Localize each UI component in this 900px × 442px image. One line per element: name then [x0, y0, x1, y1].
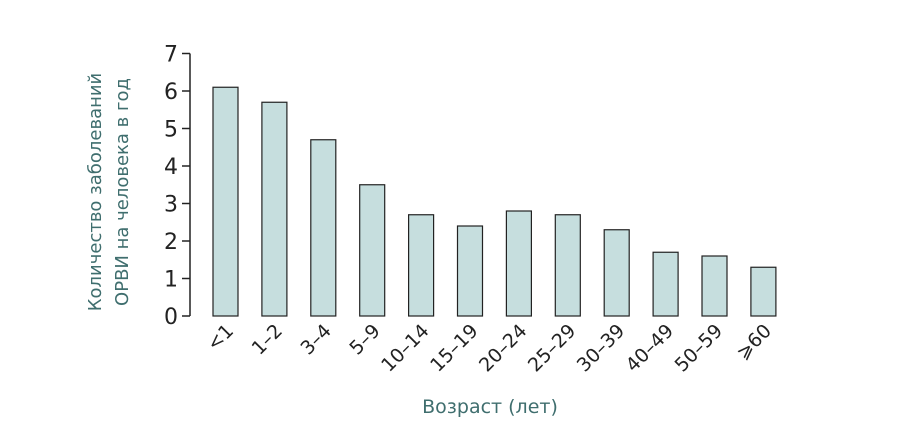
x-tick-label: 1–2	[248, 320, 287, 359]
y-axis-title-line-1: Количество заболеваний	[85, 72, 106, 312]
x-tick-label: 50–59	[671, 320, 727, 376]
x-tick-label: 30–39	[573, 320, 629, 376]
x-tick-label: 20–24	[475, 320, 531, 376]
bar	[603, 229, 630, 317]
y-tick-label: 1	[164, 268, 178, 293]
bar	[701, 255, 728, 317]
y-tick-label: 4	[164, 155, 178, 180]
bar	[261, 101, 288, 317]
x-tick-label: 3–4	[296, 320, 335, 359]
bar	[359, 184, 386, 317]
bar	[456, 225, 484, 317]
y-ticks-group: 0 1 2 3 4 5 6 7	[164, 43, 190, 330]
y-tick-label: 2	[164, 230, 178, 255]
x-tick-label: 5–9	[345, 320, 384, 359]
x-ticks-group: <1 1–2 3–4 5–910–1415–1920–2425–2930–3940–4…	[203, 320, 776, 376]
bars-group	[212, 86, 777, 317]
x-tick-label: <1	[203, 320, 238, 355]
bar	[652, 251, 679, 317]
x-tick-label: 40–49	[622, 320, 678, 376]
y-tick-label: 0	[164, 305, 178, 330]
x-tick-label: 10–14	[377, 320, 433, 376]
x-axis-title: Возраст (лет)	[422, 396, 558, 418]
x-tick-label: ⩾60	[732, 320, 776, 364]
x-tick-label: 15–19	[426, 320, 482, 376]
y-axis-title-line-2: ОРВИ на человека в год	[112, 78, 133, 306]
bar	[750, 266, 777, 317]
y-tick-label: 5	[164, 118, 178, 143]
bar	[408, 214, 435, 317]
y-tick-label: 7	[164, 43, 178, 68]
y-tick-label: 6	[164, 80, 178, 105]
bar	[505, 210, 532, 317]
x-tick-label: 25–29	[524, 320, 580, 376]
bar	[310, 139, 337, 317]
bar	[554, 214, 581, 317]
bar	[212, 86, 239, 317]
y-tick-label: 3	[164, 193, 178, 218]
